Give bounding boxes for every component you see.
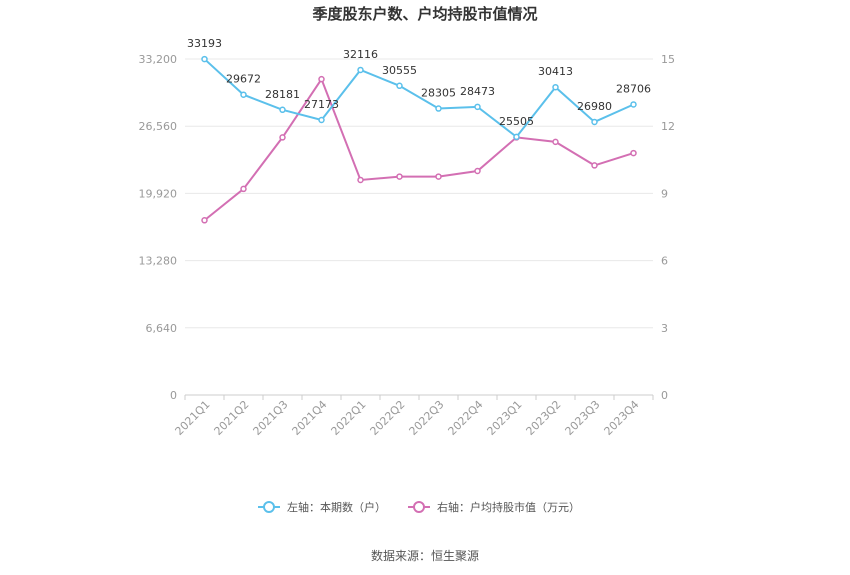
data-label: 28473 (460, 85, 495, 98)
y-axis-left: 0 6,640 13,280 19,920 26,560 33,200 (139, 53, 178, 402)
x-tick-label: 2021Q3 (251, 398, 291, 438)
data-point[interactable] (435, 105, 442, 112)
x-tick-label: 2022Q4 (446, 398, 486, 438)
y-left-tick-label: 0 (170, 389, 177, 402)
data-point[interactable] (474, 167, 481, 175)
y-left-tick-label: 6,640 (146, 322, 178, 335)
data-point[interactable] (279, 106, 286, 114)
data-label: 30413 (538, 65, 573, 78)
x-tick-label: 2023Q3 (563, 398, 603, 438)
series-layer (201, 55, 637, 224)
data-label: 33193 (187, 37, 222, 50)
data-label: 28706 (616, 82, 651, 95)
x-tick-label: 2023Q2 (524, 398, 564, 438)
data-point[interactable] (240, 185, 247, 193)
y-left-tick-label: 13,280 (139, 255, 178, 268)
x-tick-label: 2021Q1 (173, 398, 213, 438)
data-point[interactable] (474, 103, 481, 111)
x-tick-label: 2023Q4 (602, 398, 642, 438)
legend-item[interactable]: 右轴：户均持股市值（万元） (408, 500, 580, 514)
data-point[interactable] (591, 162, 598, 169)
series-line (203, 77, 634, 222)
y-left-tick-label: 26,560 (139, 120, 178, 133)
x-tick-label: 2022Q2 (368, 398, 408, 438)
data-point[interactable] (357, 66, 364, 74)
data-label: 26980 (577, 100, 612, 113)
data-point[interactable] (435, 173, 442, 180)
source-note: 数据来源：恒生聚源 (371, 548, 479, 563)
data-point[interactable] (240, 91, 247, 98)
data-point[interactable] (318, 75, 325, 83)
legend-marker (413, 501, 425, 513)
data-point[interactable] (630, 101, 637, 108)
legend-label: 左轴：本期数（户） (287, 500, 386, 514)
legend-marker (263, 501, 275, 513)
data-label: 27173 (304, 98, 339, 111)
x-axis: 2021Q12021Q22021Q32021Q42022Q12022Q22022… (173, 395, 654, 438)
data-point[interactable] (513, 133, 520, 141)
y-right-tick-label: 3 (661, 322, 668, 335)
y-right-tick-label: 9 (661, 187, 668, 200)
chart-title: 季度股东户数、户均持股市值情况 (312, 5, 537, 23)
data-point[interactable] (201, 55, 208, 63)
series-line (203, 58, 634, 139)
legend[interactable]: 左轴：本期数（户） 右轴：户均持股市值（万元） (258, 500, 580, 514)
x-tick-label: 2022Q1 (329, 398, 369, 438)
data-point[interactable] (279, 134, 286, 141)
x-tick-label: 2021Q2 (212, 398, 252, 438)
legend-item[interactable]: 左轴：本期数（户） (258, 500, 386, 514)
data-point[interactable] (552, 138, 559, 146)
data-point[interactable] (591, 118, 598, 126)
y-left-tick-label: 33,200 (139, 53, 178, 66)
y-right-tick-label: 6 (661, 255, 668, 268)
data-point[interactable] (552, 83, 559, 91)
data-label: 32116 (343, 48, 378, 61)
data-label: 28181 (265, 88, 300, 101)
y-right-tick-label: 0 (661, 389, 668, 402)
data-point[interactable] (318, 116, 325, 124)
x-tick-label: 2022Q3 (407, 398, 447, 438)
y-right-tick-label: 15 (661, 53, 675, 66)
data-point[interactable] (201, 217, 208, 224)
data-labels: 33193 29672 28181 27173 32116 30555 28305 28473… (187, 37, 651, 128)
data-label: 29672 (226, 73, 261, 86)
y-axis-right: 0 3 6 9 12 15 (661, 53, 675, 402)
x-tick-label: 2021Q4 (290, 398, 330, 438)
y-left-tick-label: 19,920 (139, 187, 178, 200)
data-point[interactable] (357, 176, 364, 184)
data-point[interactable] (630, 149, 637, 157)
y-right-tick-label: 12 (661, 120, 675, 133)
data-label: 30555 (382, 64, 417, 77)
legend-label: 右轴：户均持股市值（万元） (437, 500, 580, 514)
data-point[interactable] (396, 82, 403, 90)
data-point[interactable] (396, 173, 403, 180)
x-tick-label: 2023Q1 (485, 398, 525, 438)
data-label: 28305 (421, 87, 456, 100)
data-label: 25505 (499, 115, 534, 128)
